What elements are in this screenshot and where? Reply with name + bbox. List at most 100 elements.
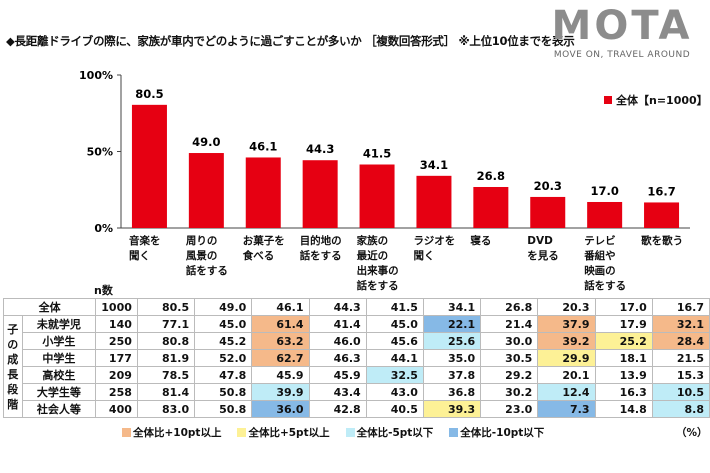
legend-item: 全体比+5pt以上 (237, 425, 330, 440)
bar (644, 202, 680, 228)
value-cell: 81.4 (136, 383, 196, 401)
bar-value-label: 16.7 (647, 184, 675, 198)
value-cell: 77.1 (136, 315, 196, 333)
value-cell: 42.8 (308, 400, 367, 418)
value-cell: 14.8 (594, 400, 653, 418)
bar (245, 157, 281, 228)
legend-label: 全体【n=1000】 (616, 94, 708, 107)
value-cell: 15.3 (651, 366, 710, 384)
value-cell: 18.1 (594, 349, 653, 367)
chart-title: ◆長距離ドライブの際に、家族が車内でどのように過ごすことが多いか ［複数回答形式… (6, 34, 575, 48)
value-cell: 37.8 (422, 366, 482, 384)
highlight-legend: 全体比+10pt以上 全体比+5pt以上 全体比-5pt以下 全体比-10pt以下 (122, 425, 560, 440)
value-cell: 16.7 (651, 298, 710, 316)
n-count-header: n数 (94, 284, 113, 297)
value-cell: 12.4 (537, 383, 596, 401)
value-cell: 80.8 (136, 332, 196, 350)
bar (473, 186, 509, 228)
bar-value-label: 49.0 (192, 135, 220, 149)
n-count-cell: 258 (95, 383, 138, 401)
value-cell: 45.2 (194, 332, 253, 350)
legend-chip (449, 428, 459, 437)
value-cell: 26.8 (480, 298, 539, 316)
value-cell: 32.5 (365, 366, 424, 384)
bar-value-label: 80.5 (135, 87, 163, 101)
value-cell: 29.2 (480, 366, 539, 384)
row-label: 中学生 (21, 349, 97, 367)
value-cell: 83.0 (136, 400, 196, 418)
value-cell: 39.9 (251, 383, 310, 401)
value-cell: 49.0 (194, 298, 253, 316)
value-cell: 45.6 (365, 332, 424, 350)
legend-chip (345, 428, 355, 437)
value-cell: 22.1 (422, 315, 482, 333)
row-label: 未就学児 (21, 315, 97, 333)
value-cell: 78.5 (136, 366, 196, 384)
value-cell: 45.0 (365, 315, 424, 333)
category-label: 音楽を 聞く (129, 235, 161, 262)
bar (131, 104, 167, 228)
row-label: 全体 (2, 298, 97, 316)
value-cell: 36.8 (422, 383, 482, 401)
n-count-cell: 140 (95, 315, 138, 333)
bar-value-label: 34.1 (420, 158, 448, 172)
value-cell: 39.3 (422, 400, 482, 418)
row-label: 大学生等 (21, 383, 97, 401)
value-cell: 29.9 (537, 349, 596, 367)
logo-tagline: MOVE ON, TRAVEL AROUND (553, 50, 691, 60)
crosstab-table: 全体 1000 80.5 49.0 46.1 44.3 41.5 34.1 26.8 20.3 17… (2, 298, 710, 418)
category-label: 周りの 風景の 話をする (185, 235, 228, 277)
value-cell: 17.0 (594, 298, 653, 316)
legend-chip (237, 428, 247, 437)
category-label: テレビ 番組や 映画の 話をする (584, 235, 627, 292)
category-label: 歌を歌う (641, 235, 684, 247)
logo-wordmark: MOTA (551, 3, 693, 49)
n-count-cell: 1000 (95, 298, 138, 316)
value-cell: 28.4 (651, 332, 710, 350)
category-label: ラジオを 聞く (413, 235, 456, 262)
bar (302, 160, 338, 228)
value-cell: 81.9 (136, 349, 196, 367)
row-label: 社会人等 (21, 400, 97, 418)
unit-label: （%） (676, 427, 708, 439)
value-cell: 8.8 (651, 400, 710, 418)
value-cell: 16.3 (594, 383, 653, 401)
value-cell: 50.8 (194, 400, 253, 418)
table-row: 社会人等 400 83.0 50.8 36.0 42.8 40.5 39.3 23.0 7.3 14… (4, 400, 710, 418)
value-cell: 40.5 (365, 400, 424, 418)
legend-text: 全体比+5pt以上 (248, 427, 330, 439)
table-row: 全体 1000 80.5 49.0 46.1 44.3 41.5 34.1 26.8 20.3 17… (2, 298, 710, 316)
n-count-cell: 209 (95, 366, 138, 384)
value-cell: 45.9 (308, 366, 367, 384)
category-label: 目的地の 話をする (299, 235, 342, 262)
value-cell: 46.3 (308, 349, 367, 367)
value-cell: 30.0 (480, 332, 539, 350)
legend-text: 全体比-10pt以下 (460, 427, 545, 439)
value-cell: 52.0 (194, 349, 253, 367)
n-count-cell: 400 (95, 400, 138, 418)
value-cell: 41.5 (365, 298, 424, 316)
value-cell: 44.3 (308, 298, 367, 316)
table-row: 中学生 177 81.9 52.0 62.7 46.3 44.1 35.0 30.5 29.9 18… (4, 349, 710, 367)
value-cell: 25.6 (422, 332, 482, 350)
legend-item: 全体比-10pt以下 (449, 425, 544, 440)
value-cell: 37.9 (537, 315, 596, 333)
bar-value-label: 44.3 (306, 142, 334, 156)
value-cell: 46.1 (251, 298, 310, 316)
value-cell: 63.2 (251, 332, 310, 350)
value-cell: 23.0 (480, 400, 539, 418)
value-cell: 45.9 (251, 366, 310, 384)
table-row: 高校生 209 78.5 47.8 45.9 45.9 32.5 37.8 29.2 20.1 13… (4, 366, 710, 384)
value-cell: 45.0 (194, 315, 253, 333)
n-count-cell: 177 (95, 349, 138, 367)
value-cell: 62.7 (251, 349, 310, 367)
value-cell: 39.2 (537, 332, 596, 350)
value-cell: 43.0 (365, 383, 424, 401)
value-cell: 36.0 (251, 400, 310, 418)
value-cell: 30.2 (480, 383, 539, 401)
value-cell: 47.8 (194, 366, 253, 384)
bar (188, 153, 224, 228)
value-cell: 34.1 (422, 298, 482, 316)
bar (530, 196, 566, 228)
value-cell: 41.4 (308, 315, 367, 333)
